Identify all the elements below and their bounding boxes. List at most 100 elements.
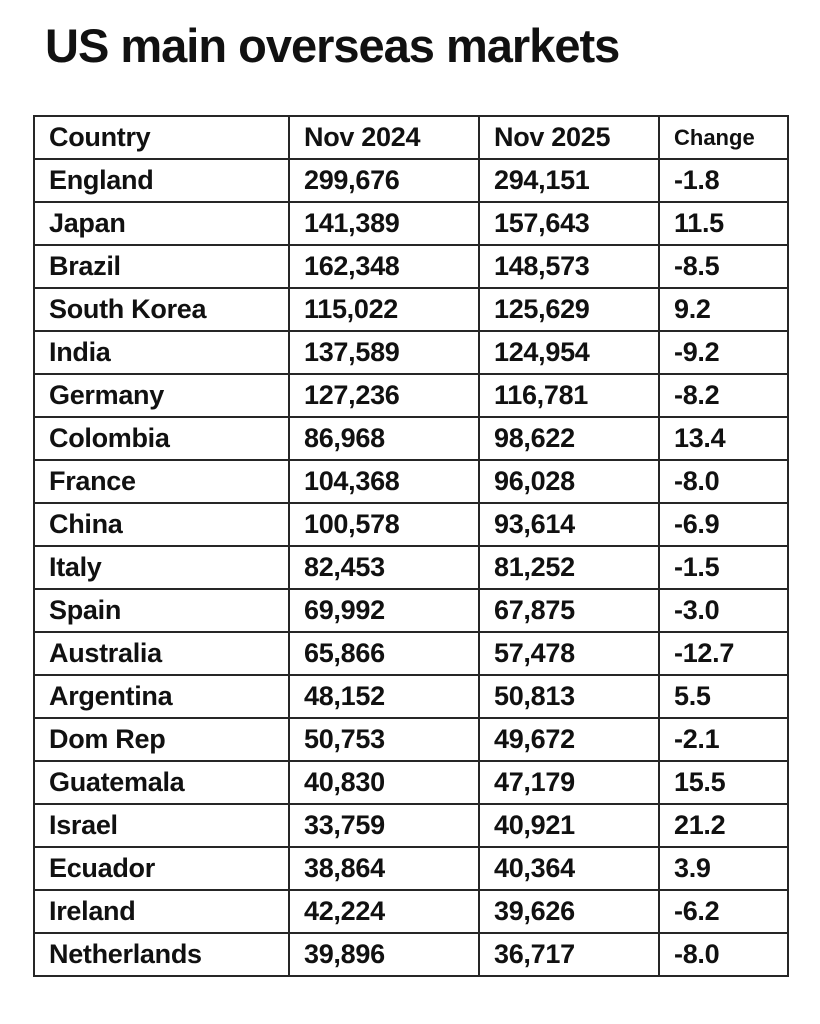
- header-country: Country: [33, 115, 290, 160]
- table-row: Australia 65,866 57,478 -12.7: [33, 631, 789, 676]
- cell-nov-2025: 67,875: [478, 588, 660, 633]
- cell-country: South Korea: [33, 287, 290, 332]
- cell-nov-2024: 48,152: [288, 674, 480, 719]
- cell-nov-2025: 93,614: [478, 502, 660, 547]
- cell-change: -3.0: [658, 588, 789, 633]
- cell-country: Italy: [33, 545, 290, 590]
- cell-country: Spain: [33, 588, 290, 633]
- cell-change: -6.2: [658, 889, 789, 934]
- cell-nov-2024: 65,866: [288, 631, 480, 676]
- cell-nov-2024: 33,759: [288, 803, 480, 848]
- table-row: Spain 69,992 67,875 -3.0: [33, 588, 789, 633]
- cell-nov-2025: 148,573: [478, 244, 660, 289]
- table-row: Colombia 86,968 98,622 13.4: [33, 416, 789, 461]
- cell-nov-2025: 57,478: [478, 631, 660, 676]
- cell-country: Dom Rep: [33, 717, 290, 762]
- cell-country: Ecuador: [33, 846, 290, 891]
- cell-nov-2025: 157,643: [478, 201, 660, 246]
- cell-nov-2025: 50,813: [478, 674, 660, 719]
- table-row: Ecuador 38,864 40,364 3.9: [33, 846, 789, 891]
- cell-nov-2024: 50,753: [288, 717, 480, 762]
- table-row: Netherlands 39,896 36,717 -8.0: [33, 932, 789, 977]
- cell-country: France: [33, 459, 290, 504]
- cell-nov-2024: 86,968: [288, 416, 480, 461]
- table-row: China 100,578 93,614 -6.9: [33, 502, 789, 547]
- cell-country: Germany: [33, 373, 290, 418]
- table-row: Argentina 48,152 50,813 5.5: [33, 674, 789, 719]
- cell-nov-2025: 39,626: [478, 889, 660, 934]
- cell-nov-2025: 294,151: [478, 158, 660, 203]
- table-row: India 137,589 124,954 -9.2: [33, 330, 789, 375]
- cell-nov-2024: 162,348: [288, 244, 480, 289]
- table-row: Brazil 162,348 148,573 -8.5: [33, 244, 789, 289]
- header-nov-2024: Nov 2024: [288, 115, 480, 160]
- cell-nov-2025: 47,179: [478, 760, 660, 805]
- cell-nov-2024: 69,992: [288, 588, 480, 633]
- cell-nov-2024: 137,589: [288, 330, 480, 375]
- cell-country: India: [33, 330, 290, 375]
- table-row: South Korea 115,022 125,629 9.2: [33, 287, 789, 332]
- cell-nov-2025: 49,672: [478, 717, 660, 762]
- cell-change: -2.1: [658, 717, 789, 762]
- cell-change: 11.5: [658, 201, 789, 246]
- cell-nov-2025: 36,717: [478, 932, 660, 977]
- cell-nov-2025: 81,252: [478, 545, 660, 590]
- cell-change: 3.9: [658, 846, 789, 891]
- cell-nov-2024: 100,578: [288, 502, 480, 547]
- cell-nov-2025: 40,921: [478, 803, 660, 848]
- cell-country: Israel: [33, 803, 290, 848]
- cell-nov-2024: 299,676: [288, 158, 480, 203]
- cell-country: Netherlands: [33, 932, 290, 977]
- table-body: England 299,676 294,151 -1.8 Japan 141,389 157…: [33, 158, 789, 977]
- table-row: Guatemala 40,830 47,179 15.5: [33, 760, 789, 805]
- cell-change: -12.7: [658, 631, 789, 676]
- cell-nov-2025: 124,954: [478, 330, 660, 375]
- cell-nov-2024: 39,896: [288, 932, 480, 977]
- cell-change: -1.5: [658, 545, 789, 590]
- table-row: Japan 141,389 157,643 11.5: [33, 201, 789, 246]
- cell-change: -9.2: [658, 330, 789, 375]
- page-title: US main overseas markets: [45, 19, 620, 72]
- cell-change: -8.2: [658, 373, 789, 418]
- header-nov-2025: Nov 2025: [478, 115, 660, 160]
- cell-nov-2024: 40,830: [288, 760, 480, 805]
- cell-change: 5.5: [658, 674, 789, 719]
- cell-nov-2024: 104,368: [288, 459, 480, 504]
- table-row: Ireland 42,224 39,626 -6.2: [33, 889, 789, 934]
- cell-country: England: [33, 158, 290, 203]
- cell-country: Colombia: [33, 416, 290, 461]
- header-change: Change: [658, 115, 789, 160]
- table-row: Israel 33,759 40,921 21.2: [33, 803, 789, 848]
- cell-nov-2024: 38,864: [288, 846, 480, 891]
- cell-country: Argentina: [33, 674, 290, 719]
- cell-nov-2024: 127,236: [288, 373, 480, 418]
- cell-nov-2025: 125,629: [478, 287, 660, 332]
- cell-nov-2024: 82,453: [288, 545, 480, 590]
- cell-nov-2025: 96,028: [478, 459, 660, 504]
- cell-country: Guatemala: [33, 760, 290, 805]
- cell-change: -1.8: [658, 158, 789, 203]
- cell-country: Brazil: [33, 244, 290, 289]
- cell-change: -8.0: [658, 459, 789, 504]
- cell-nov-2025: 40,364: [478, 846, 660, 891]
- table-row: France 104,368 96,028 -8.0: [33, 459, 789, 504]
- cell-nov-2024: 115,022: [288, 287, 480, 332]
- cell-nov-2025: 98,622: [478, 416, 660, 461]
- cell-change: -8.5: [658, 244, 789, 289]
- markets-table: Country Nov 2024 Nov 2025 Change England…: [33, 115, 789, 977]
- cell-country: China: [33, 502, 290, 547]
- cell-change: 21.2: [658, 803, 789, 848]
- table-row: Germany 127,236 116,781 -8.2: [33, 373, 789, 418]
- cell-nov-2024: 42,224: [288, 889, 480, 934]
- table-header: Country Nov 2024 Nov 2025 Change: [33, 115, 789, 160]
- cell-change: 13.4: [658, 416, 789, 461]
- cell-change: -8.0: [658, 932, 789, 977]
- cell-country: Australia: [33, 631, 290, 676]
- table-row: Italy 82,453 81,252 -1.5: [33, 545, 789, 590]
- cell-change: -6.9: [658, 502, 789, 547]
- cell-country: Ireland: [33, 889, 290, 934]
- table-row: England 299,676 294,151 -1.8: [33, 158, 789, 203]
- table-row: Dom Rep 50,753 49,672 -2.1: [33, 717, 789, 762]
- cell-change: 9.2: [658, 287, 789, 332]
